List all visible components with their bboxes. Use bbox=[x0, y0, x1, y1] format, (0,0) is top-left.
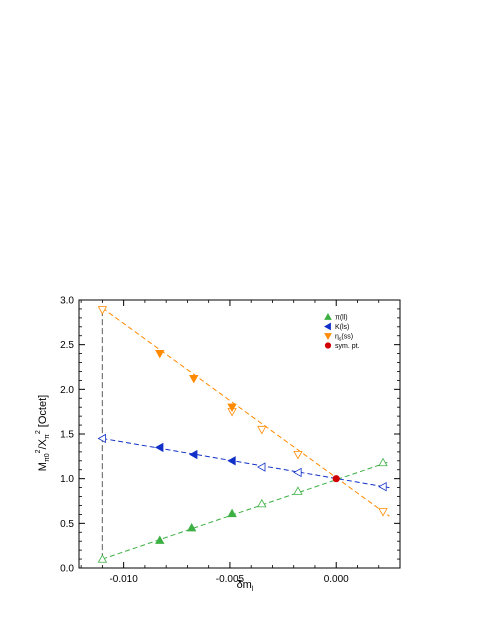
filled-point-series-0 bbox=[227, 508, 237, 518]
open-point-series-0 bbox=[293, 486, 303, 495]
y-tick-label: 0.5 bbox=[60, 519, 74, 530]
filled-point-series-0 bbox=[155, 535, 165, 544]
fit-line-series-1 bbox=[102, 437, 390, 489]
ticks-layer: -0.010 -0.005 0.000 0.0 0.5 1.0 1.5 2.0 2.5 3.0 bbox=[60, 296, 400, 585]
open-point-series-0 bbox=[97, 554, 108, 563]
filled-point-series-2 bbox=[189, 375, 199, 384]
open-point-series-1 bbox=[256, 462, 266, 472]
filled-point-series-0 bbox=[186, 522, 197, 532]
filled-point-series-2 bbox=[227, 403, 237, 413]
open-point-series-0 bbox=[257, 498, 267, 508]
open-point-series-2 bbox=[257, 425, 267, 435]
legend-marker bbox=[324, 342, 332, 349]
legend-label: sym. pt. bbox=[335, 343, 360, 350]
y-tick-label: 3.0 bbox=[60, 296, 74, 307]
x-axis-label: δml bbox=[237, 579, 254, 593]
fit-lines-layer bbox=[101, 307, 390, 560]
y-tick-label: 0.0 bbox=[60, 564, 74, 575]
legend: π(ll) K(ls) ηs(ss)sym. pt. bbox=[323, 312, 360, 350]
filled-point-series-1 bbox=[227, 456, 236, 466]
y-tick-label: 2.0 bbox=[60, 385, 74, 396]
open-point-series-1 bbox=[97, 433, 106, 444]
open-point-series-1 bbox=[378, 482, 387, 492]
filled-point-series-1 bbox=[188, 449, 198, 460]
filled-point-series-1 bbox=[154, 442, 164, 453]
y-tick-label: 2.5 bbox=[60, 340, 74, 351]
y-tick-label: 1.0 bbox=[60, 474, 74, 485]
open-point-series-0 bbox=[378, 457, 388, 467]
legend-marker bbox=[324, 333, 332, 341]
open-point-series-2 bbox=[378, 508, 388, 517]
legend-label: π(ll) bbox=[335, 315, 348, 322]
filled-point-series-2 bbox=[155, 349, 165, 359]
y-axis-label: Mπ02/Xπ2 [Octet] bbox=[35, 395, 51, 471]
fit-line-series-2 bbox=[102, 307, 390, 517]
x-tick-label: -0.005 bbox=[216, 574, 245, 585]
legend-label: K(ls) bbox=[335, 324, 349, 331]
open-point-series-2 bbox=[293, 450, 303, 460]
legend-label: ηs(ss) bbox=[335, 334, 353, 343]
filled-point-series-3 bbox=[332, 475, 340, 483]
legend-marker bbox=[324, 312, 332, 320]
y-tick-label: 1.5 bbox=[60, 430, 74, 441]
x-tick-label: 0.000 bbox=[324, 574, 349, 585]
fit-line-series-0 bbox=[102, 461, 390, 560]
x-tick-label: -0.010 bbox=[109, 574, 138, 585]
legend-marker bbox=[323, 322, 331, 331]
points-layer bbox=[97, 306, 388, 563]
open-point-series-2 bbox=[97, 306, 108, 315]
open-point-series-1 bbox=[293, 467, 302, 478]
